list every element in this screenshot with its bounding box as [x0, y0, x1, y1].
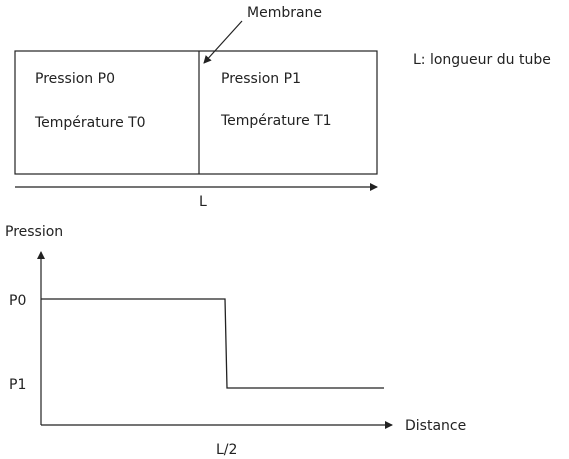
pressure-chart: Pression Distance P0 P1 L/2: [5, 224, 466, 458]
left-chamber-pressure: Pression P0: [35, 71, 115, 87]
left-chamber-temperature: Température T0: [34, 115, 146, 131]
right-chamber-temperature: Température T1: [220, 113, 332, 129]
y-axis-label: Pression: [5, 224, 63, 240]
tube-diagram: Membrane L: longueur du tube Pression P0…: [15, 5, 551, 210]
length-label: L: [199, 194, 207, 210]
y-tick-label-p1: P1: [9, 377, 26, 393]
membrane-pointer-arrow: [204, 21, 242, 63]
membrane-label: Membrane: [247, 5, 322, 21]
y-tick-label-p0: P0: [9, 293, 26, 309]
x-tick-label-half-length: L/2: [216, 442, 237, 458]
tube-length-note: L: longueur du tube: [413, 52, 551, 68]
pressure-step-line: [41, 299, 384, 388]
right-chamber-pressure: Pression P1: [221, 71, 301, 87]
x-axis-label: Distance: [405, 418, 466, 434]
